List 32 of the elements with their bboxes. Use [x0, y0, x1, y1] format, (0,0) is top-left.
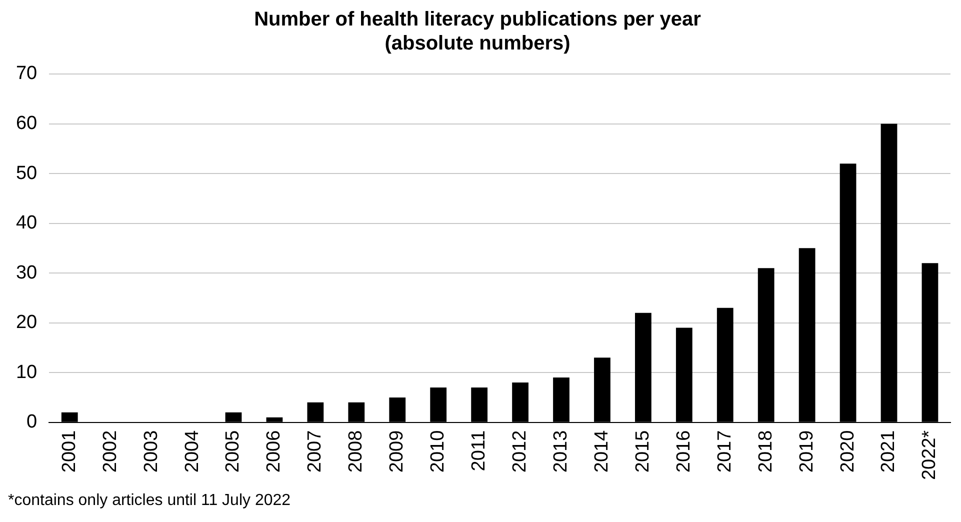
- x-tick-label: 2015: [632, 430, 654, 473]
- x-tick-label: 2011: [468, 430, 490, 472]
- x-tick-label: 2005: [222, 430, 244, 473]
- x-tick-label: 2007: [304, 430, 326, 473]
- x-tick-label: 2020: [837, 430, 858, 473]
- y-tick-label: 40: [16, 212, 38, 234]
- x-tick-label: 2019: [796, 430, 818, 473]
- x-tick-label: 2010: [428, 430, 449, 473]
- x-tick-label: 2021: [878, 430, 900, 473]
- y-tick-label: 10: [16, 362, 38, 383]
- x-tick-label: 2009: [386, 430, 408, 473]
- text: *contains only articles until 11 July 2022: [8, 492, 291, 510]
- x-tick-label: 2014: [591, 430, 612, 473]
- x-tick-label: 2006: [264, 430, 285, 473]
- x-tick-label: 2003: [140, 430, 162, 473]
- y-tick-label: 50: [16, 162, 38, 184]
- x-tick-label: 2001: [58, 430, 80, 473]
- y-tick-label: 70: [16, 63, 38, 84]
- y-tick-label: 30: [16, 262, 38, 284]
- x-tick-label: 2002: [100, 430, 121, 473]
- x-tick-label: 2008: [346, 430, 367, 473]
- x-tick-label: 2016: [673, 430, 694, 473]
- y-tick-label: 60: [16, 112, 38, 134]
- x-tick-label: 2013: [550, 430, 572, 473]
- y-tick-label: 20: [16, 312, 38, 334]
- y-tick-label: 0: [26, 412, 38, 433]
- chart-title: Number of health literacy publications per year (absolute numbers): [254, 8, 702, 55]
- x-tick-label: 2004: [182, 430, 203, 473]
- x-tick-label: 2022*: [919, 430, 940, 480]
- x-tick-label: 2012: [510, 430, 531, 473]
- x-tick-label: 2018: [755, 430, 776, 473]
- x-tick-label: 2017: [714, 430, 736, 473]
